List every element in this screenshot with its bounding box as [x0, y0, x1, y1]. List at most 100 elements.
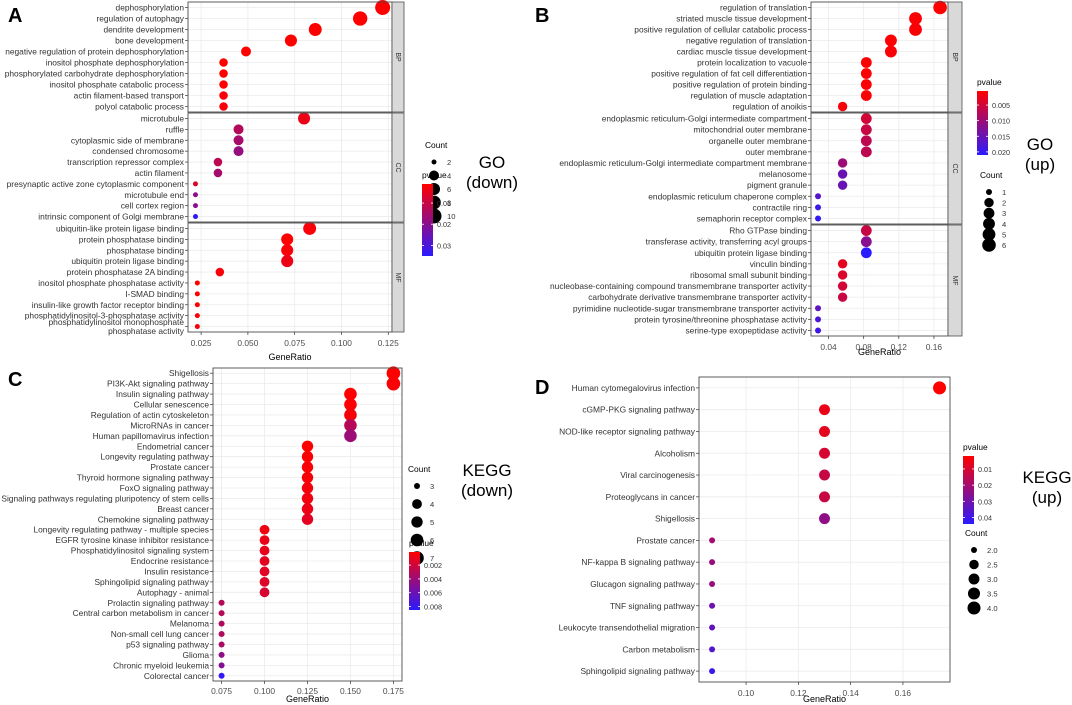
- data-point: [192, 181, 198, 187]
- term-label: Phosphatidylinositol signaling system: [71, 546, 209, 556]
- count-legend-dot: [429, 170, 439, 181]
- count-legend-dot: [967, 587, 981, 600]
- pvalue-legend-title: pvalue: [977, 77, 1002, 87]
- count-legend-title: Count: [980, 170, 1003, 180]
- facet-strip-label: CC: [951, 163, 958, 173]
- x-axis-title: GeneRatio: [803, 694, 846, 704]
- term-label: carbohydrate derivative transmembrane tr…: [588, 292, 808, 302]
- term-label: inositol phosphate catabolic process: [49, 80, 184, 90]
- data-point: [301, 440, 314, 452]
- chart-title: GO: [479, 153, 505, 172]
- data-point: [860, 57, 872, 68]
- x-tick-label: 0.100: [254, 686, 275, 696]
- count-legend-label: 5: [1002, 230, 1006, 239]
- data-point: [259, 535, 270, 546]
- x-tick-label: 0.08: [856, 342, 873, 352]
- data-point: [837, 259, 848, 269]
- term-label: presynaptic active zone cytoplasmic comp…: [7, 179, 185, 189]
- term-label: mitochondrial outer membrane: [693, 125, 807, 135]
- term-label: Shigellosis: [169, 368, 209, 378]
- term-label: MicroRNAs in cancer: [130, 420, 209, 430]
- chart-title: (up): [1032, 488, 1062, 507]
- term-label: I-SMAD binding: [125, 289, 184, 299]
- pvalue-colorbar: [977, 91, 988, 155]
- data-point: [213, 168, 223, 178]
- data-point: [709, 559, 716, 566]
- colorbar-label: 0.01: [437, 199, 451, 208]
- facet-bg: [811, 2, 948, 112]
- data-point: [284, 34, 297, 47]
- term-label: pigment granule: [747, 180, 807, 190]
- facet-strip-label: MF: [951, 275, 958, 285]
- data-point: [219, 69, 228, 78]
- data-point: [860, 90, 872, 101]
- term-label: actin filament: [135, 168, 185, 178]
- data-point: [218, 641, 225, 648]
- data-point: [298, 112, 311, 125]
- count-legend-label: 7: [430, 554, 434, 563]
- panel-label-D: D: [535, 377, 549, 399]
- colorbar-label: 0.015: [992, 132, 1010, 141]
- data-point: [709, 646, 716, 653]
- data-point: [192, 203, 198, 209]
- term-label: endoplasmic reticulum-Golgi intermediate…: [602, 114, 808, 124]
- term-label: Regulation of actin cytoskeleton: [91, 410, 210, 420]
- data-point: [909, 23, 922, 36]
- term-label: NOD-like receptor signaling pathway: [559, 426, 696, 436]
- data-point: [819, 447, 830, 459]
- data-point: [837, 169, 848, 179]
- data-point: [884, 34, 897, 47]
- panel-label-C: C: [8, 369, 22, 391]
- term-label: cell cortex region: [121, 201, 185, 211]
- data-point: [709, 668, 716, 675]
- count-legend-label: 6: [430, 536, 434, 545]
- term-label: dendrite development: [103, 25, 184, 35]
- data-point: [375, 0, 391, 15]
- term-label: melanosome: [759, 169, 807, 179]
- count-legend-dot: [984, 197, 994, 208]
- data-point: [218, 651, 225, 658]
- data-point: [218, 631, 225, 638]
- x-tick-label: 0.16: [895, 688, 912, 698]
- data-point: [860, 68, 872, 79]
- data-point: [860, 146, 872, 158]
- x-tick-label: 0.12: [790, 688, 807, 698]
- term-label: striated muscle tissue development: [676, 14, 807, 24]
- data-point: [386, 366, 401, 381]
- term-label: endoplasmic reticulum chaperone complex: [648, 191, 808, 201]
- term-label: Non-small cell lung cancer: [111, 629, 209, 639]
- data-point: [815, 215, 822, 222]
- term-label: phosphatidylinositol-3-phosphatase activ…: [25, 311, 185, 321]
- pvalue-legend-title: pvalue: [963, 442, 988, 452]
- count-legend-label: 2: [1002, 199, 1006, 208]
- term-label: positive regulation of protein binding: [673, 80, 807, 90]
- facet-bg: [188, 113, 392, 222]
- term-label: Autophagy - animal: [137, 587, 209, 597]
- x-tick-label: 0.175: [383, 686, 404, 696]
- data-point: [259, 524, 270, 535]
- data-point: [837, 270, 848, 280]
- data-point: [301, 503, 314, 515]
- term-label: phosphatase binding: [107, 245, 185, 255]
- term-label: NF-kappa B signaling pathway: [581, 557, 695, 567]
- term-label: negative regulation of translation: [686, 36, 807, 46]
- panel-label-A: A: [8, 5, 22, 27]
- data-point: [301, 461, 314, 473]
- data-point: [386, 376, 401, 391]
- x-tick-label: 0.025: [191, 338, 212, 348]
- term-label: transferase activity, transferring acyl …: [646, 237, 807, 247]
- colorbar-label: 0.004: [424, 575, 442, 584]
- term-label: microtubule end: [124, 190, 184, 200]
- term-label: Central carbon metabolism in cancer: [73, 608, 210, 618]
- facet-strip-label: BP: [394, 52, 401, 62]
- data-point: [860, 79, 872, 90]
- pvalue-legend-title: pvalue: [422, 170, 447, 180]
- term-label: contractile ring: [753, 202, 808, 212]
- count-legend-dot: [983, 217, 995, 230]
- term-label: regulation of anoikis: [733, 102, 808, 112]
- data-point: [233, 146, 244, 157]
- term-label: cardiac muscle tissue development: [677, 47, 808, 57]
- colorbar-label: 0.02: [978, 481, 992, 490]
